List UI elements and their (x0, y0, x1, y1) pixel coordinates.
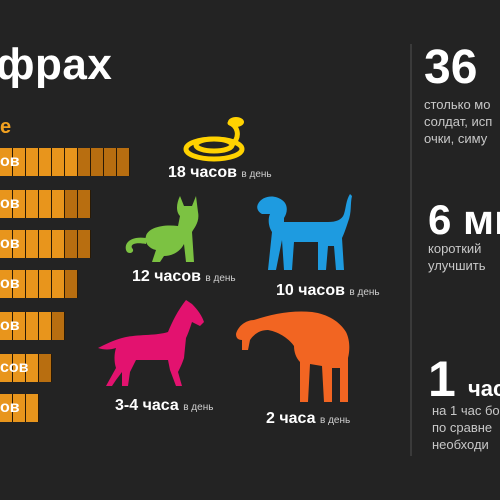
bar-label: ов (0, 275, 20, 292)
bar-segment (0, 312, 13, 340)
stat-2-line: улучшить (428, 258, 486, 273)
bar-segment (13, 312, 26, 340)
dog-unit: в день (349, 287, 380, 298)
bar-segment (52, 270, 65, 298)
bar-segment (0, 354, 13, 382)
bar-segment (52, 148, 65, 176)
bar-segment (52, 190, 65, 218)
bar-segment (26, 190, 39, 218)
bar-row: ов (0, 230, 91, 258)
bar-segment (26, 354, 39, 382)
stat-3-line: необходи (432, 437, 489, 452)
bar-segment (65, 148, 78, 176)
stat-2-line: короткий (428, 241, 482, 256)
bar-segment (117, 148, 130, 176)
bar-segment (91, 148, 104, 176)
bar-segment (26, 230, 39, 258)
bar-segment (39, 190, 52, 218)
horse-hours: 3-4 часа (115, 397, 179, 414)
bar-label: ов (0, 195, 20, 212)
section-subheading: е (0, 116, 12, 138)
bar-segment (65, 190, 78, 218)
stat-1-text: столько мо солдат, исп очки, симу (424, 96, 492, 147)
horse-icon (98, 300, 204, 386)
giraffe-unit: в день (319, 415, 351, 426)
bar-segment (13, 394, 26, 422)
bar-segment (13, 190, 26, 218)
stat-3-number: 1 (428, 351, 456, 407)
bar-row: ов (0, 190, 91, 218)
bar-segment (78, 148, 91, 176)
bar-segment (0, 190, 13, 218)
bar-segment (78, 230, 91, 258)
bar-segment (65, 230, 78, 258)
bar-segment (0, 230, 13, 258)
bar-segment (39, 270, 52, 298)
stat-3-line: по сравне (432, 420, 493, 435)
bar-segment (39, 148, 52, 176)
horse-unit: в день (183, 402, 214, 413)
bar-label: сов (0, 359, 29, 376)
stat-1-line: очки, симу (424, 131, 488, 146)
stat-1-number: 36 (424, 41, 478, 94)
bar-segment (39, 230, 52, 258)
bar-row: ов (0, 312, 65, 340)
bar-segment (13, 270, 26, 298)
bar-segment (0, 148, 13, 176)
snake-sleep-label: 18 часов в день (168, 164, 272, 182)
bar-segment (65, 270, 78, 298)
bar-segment (13, 230, 26, 258)
bar-segment (39, 354, 52, 382)
bar-segment (78, 190, 91, 218)
snake-icon (183, 117, 245, 162)
bar-segment (0, 270, 13, 298)
column-divider (410, 44, 412, 456)
stat-3-unit: час (468, 376, 500, 401)
stat-1-line: столько мо (424, 97, 491, 112)
bar-row: сов (0, 354, 52, 382)
cat-hours: 12 часов (132, 268, 201, 285)
bar-segment (26, 394, 39, 422)
bar-row: ов (0, 148, 130, 176)
bar-label: ов (0, 235, 20, 252)
bar-segment (52, 312, 65, 340)
bar-row: ов (0, 394, 39, 422)
bar-label: ов (0, 317, 20, 334)
stat-1-line: солдат, исп (424, 114, 493, 129)
bar-segment (52, 230, 65, 258)
stat-2-number: 6 ми (428, 196, 500, 243)
bar-segment (0, 394, 13, 422)
cat-unit: в день (205, 273, 236, 284)
bar-label: ов (0, 153, 20, 170)
cat-icon (125, 196, 199, 262)
bar-segment (13, 148, 26, 176)
bar-segment (104, 148, 117, 176)
bar-segment (26, 312, 39, 340)
snake-hours: 18 часов (168, 164, 237, 181)
stat-3-text: на 1 час бо по сравне необходи (432, 402, 500, 453)
dog-icon (257, 194, 352, 270)
dog-sleep-label: 10 часов в день (276, 282, 380, 300)
stat-3-line: на 1 час бо (432, 403, 500, 418)
snake-unit: в день (241, 169, 272, 180)
bar-segment (26, 270, 39, 298)
dog-hours: 10 часов (276, 282, 345, 299)
giraffe-sleep-label: 2 часа в день (266, 410, 350, 428)
bar-segment (13, 354, 26, 382)
giraffe-icon (236, 311, 350, 402)
bar-row: ов (0, 270, 78, 298)
bar-label: ов (0, 399, 20, 416)
cat-sleep-label: 12 часов в день (132, 268, 236, 286)
bar-segment (26, 148, 39, 176)
bar-segment (39, 312, 52, 340)
stat-2-text: короткий улучшить (428, 240, 486, 274)
horse-sleep-label: 3-4 часа в день (115, 397, 213, 415)
giraffe-hours: 2 часа (266, 410, 316, 427)
page-title: фрах (0, 40, 113, 89)
